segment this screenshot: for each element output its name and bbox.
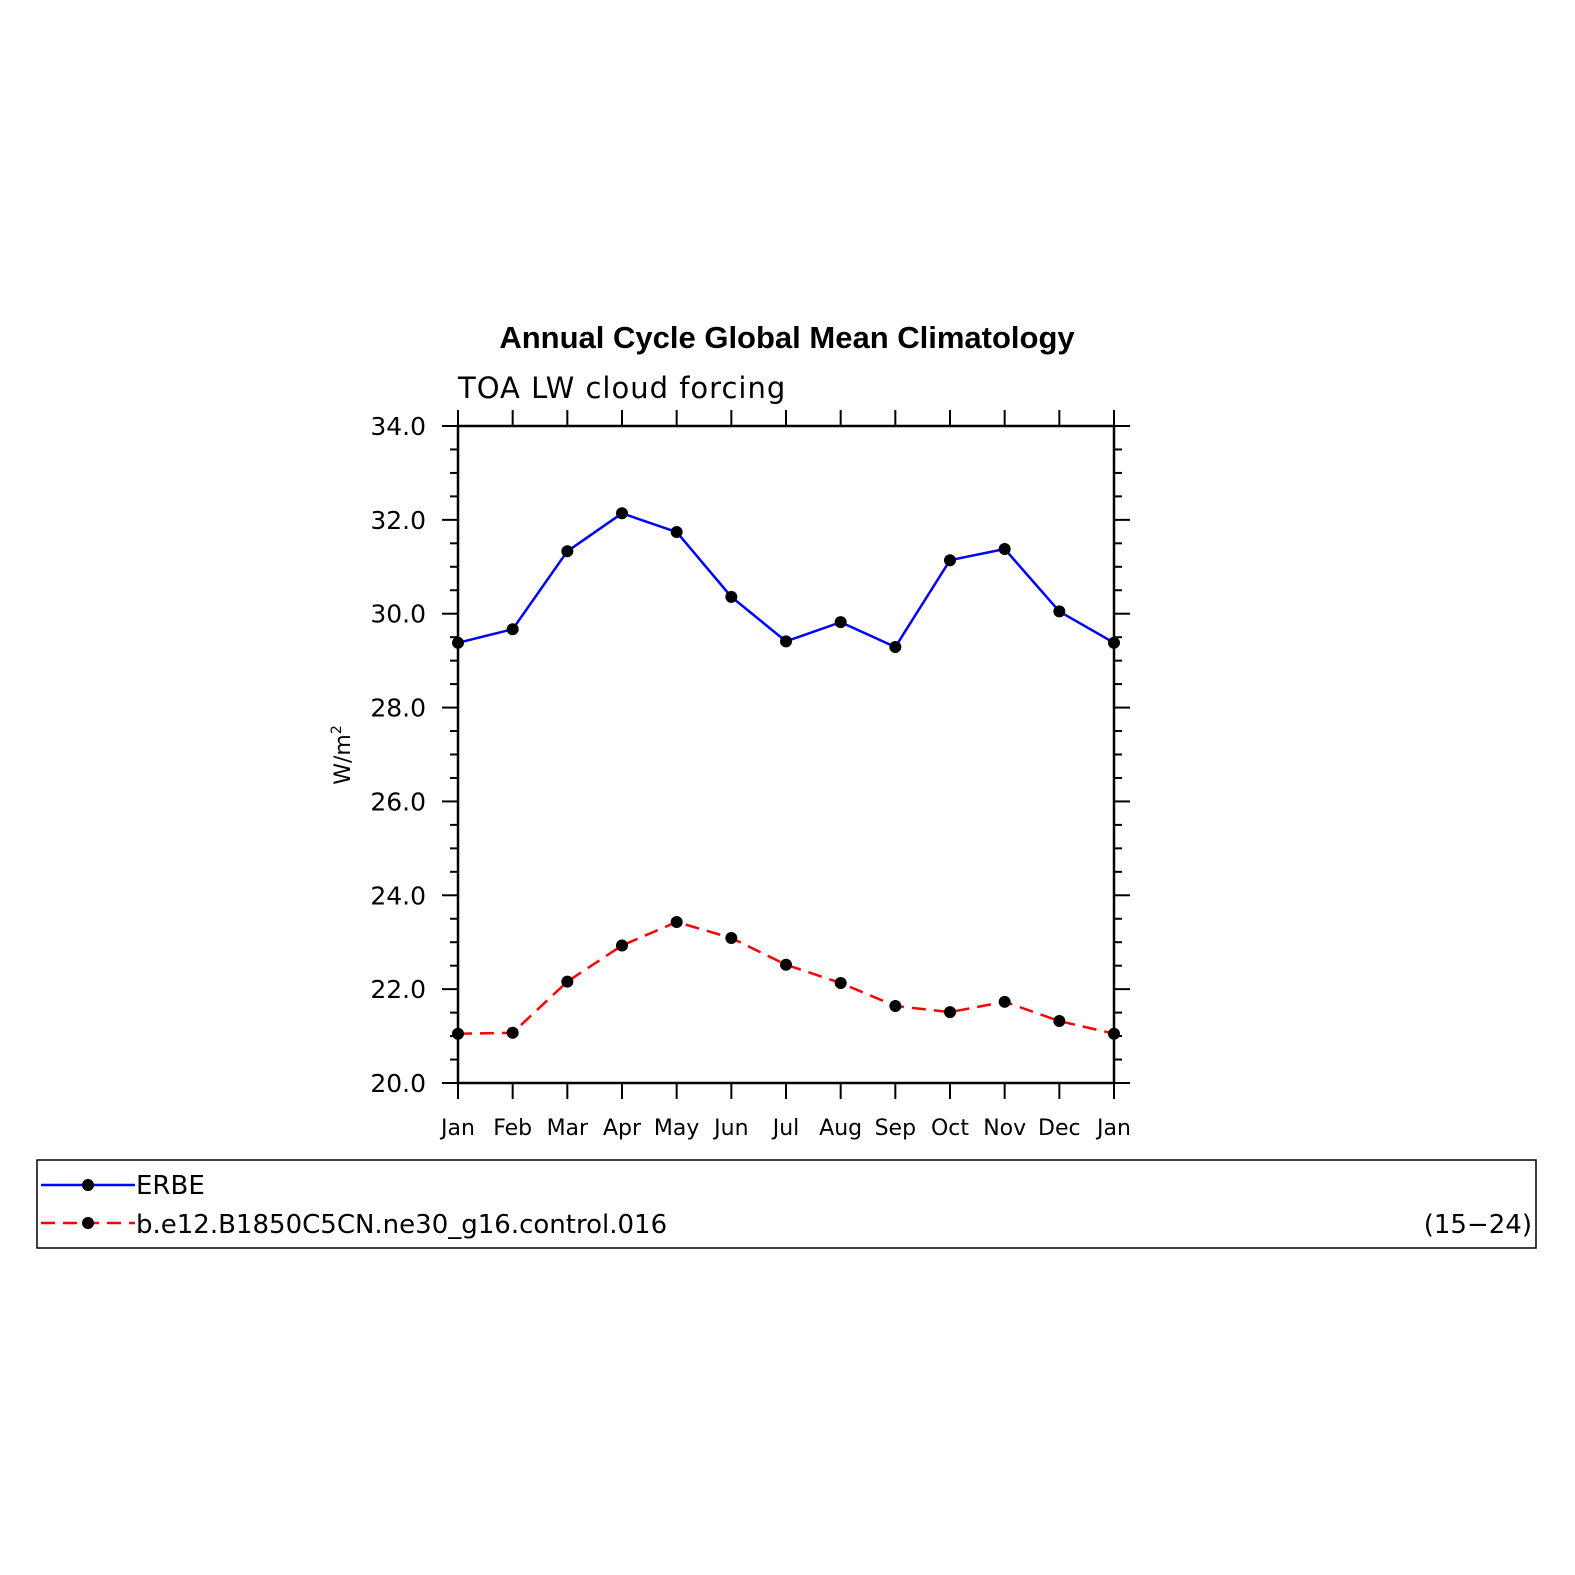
y-axis-label-superscript: 2: [329, 725, 345, 734]
legend-years-label: (15−24): [1424, 1210, 1532, 1240]
data-point-0: [616, 507, 628, 520]
data-point-0: [834, 616, 847, 629]
series-layer: [452, 507, 1120, 1040]
x-tick-label: May: [654, 1116, 699, 1141]
legend-box: [36, 1159, 1537, 1249]
data-point-0: [780, 635, 792, 648]
y-axis-label: W/m2: [329, 725, 356, 785]
legend-marker-model: [82, 1217, 94, 1229]
y-tick-label: 24.0: [370, 881, 426, 910]
data-point-0: [889, 641, 902, 654]
data-point-1: [670, 916, 683, 929]
plot-frame: [456, 424, 1116, 1085]
data-point-1: [780, 958, 792, 971]
x-tick-label: Jan: [439, 1116, 475, 1141]
x-tick-label: Jun: [712, 1116, 748, 1141]
data-point-0: [1108, 636, 1120, 649]
x-tick-label: Feb: [493, 1116, 532, 1141]
y-tick-label: 32.0: [370, 506, 426, 535]
x-tick-label: Sep: [875, 1116, 916, 1141]
x-tick-label: Oct: [931, 1116, 969, 1141]
data-point-1: [506, 1026, 519, 1039]
y-tick-label: 20.0: [370, 1069, 426, 1098]
legend-item-model: b.e12.B1850C5CN.ne30_g16.control.016: [41, 1210, 667, 1240]
legend-label-model: b.e12.B1850C5CN.ne30_g16.control.016: [136, 1210, 667, 1240]
data-point-1: [1108, 1027, 1120, 1040]
data-point-1: [889, 1000, 902, 1013]
x-tick-label: Jul: [771, 1116, 800, 1141]
legend-marker-erbe: [82, 1179, 94, 1191]
x-tick-label: Nov: [983, 1116, 1026, 1141]
data-point-0: [452, 636, 464, 649]
data-point-1: [452, 1027, 464, 1040]
legend-label-erbe: ERBE: [136, 1171, 205, 1201]
data-point-1: [725, 931, 738, 944]
data-point-1: [1053, 1015, 1066, 1028]
data-point-0: [506, 623, 519, 636]
y-axis-tick-labels: 20.0 22.0 24.0 26.0 28.0 30.0 32.0 34.0: [370, 412, 426, 1098]
data-point-0: [944, 554, 956, 567]
chart-subtitle: TOA LW cloud forcing: [457, 371, 786, 405]
y-axis-label-main: W/m: [331, 734, 356, 785]
series-line-0: [457, 511, 1115, 649]
y-tick-label: 26.0: [370, 787, 426, 816]
data-point-0: [998, 542, 1011, 555]
x-tick-label: Apr: [603, 1116, 642, 1141]
data-point-0: [1053, 605, 1066, 618]
data-point-1: [998, 995, 1011, 1008]
chart-title: Annual Cycle Global Mean Climatology: [499, 320, 1075, 355]
series-line-1: [457, 920, 1115, 1035]
data-point-1: [944, 1006, 956, 1019]
legend-item-erbe: ERBE: [41, 1171, 205, 1201]
x-axis-tick-labels: Jan Feb Mar Apr May Jun Jul Aug Sep Oct Nov Dec Jan: [439, 1116, 1131, 1141]
data-point-0: [561, 545, 574, 558]
data-point-0: [725, 590, 738, 603]
y-tick-label: 22.0: [370, 975, 426, 1004]
y-tick-label: 34.0: [370, 412, 426, 441]
x-tick-label: Jan: [1095, 1116, 1131, 1141]
data-point-1: [561, 975, 574, 988]
y-tick-label: 28.0: [370, 694, 426, 723]
x-tick-label: Aug: [819, 1116, 862, 1141]
y-tick-label: 30.0: [370, 600, 426, 629]
data-point-0: [670, 526, 683, 539]
data-point-1: [834, 977, 847, 990]
x-tick-label: Mar: [547, 1116, 589, 1141]
x-tick-label: Dec: [1038, 1116, 1081, 1141]
data-point-1: [616, 939, 628, 952]
axis-ticks: [442, 410, 1130, 1099]
